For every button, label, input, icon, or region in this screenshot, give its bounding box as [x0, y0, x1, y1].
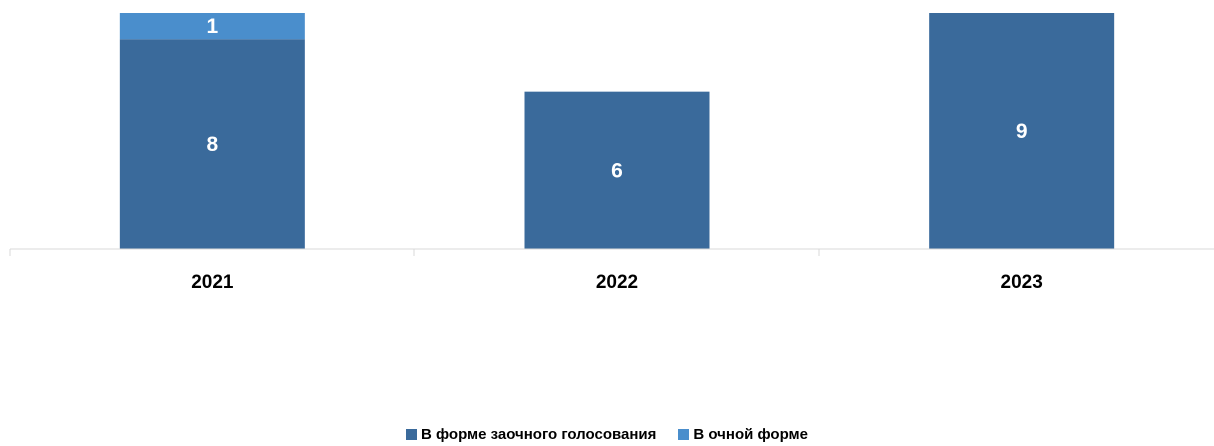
legend-item-ochnaya: В очной форме	[678, 426, 808, 443]
data-label-2021-series-1: 1	[206, 15, 218, 38]
legend-item-zaochnaya: В форме заочного голосования	[405, 426, 657, 443]
x-tick-label-2021: 2021	[191, 272, 234, 293]
data-label-2023-series-0: 9	[1016, 120, 1028, 143]
legend-swatch-zaochnaya	[405, 429, 417, 440]
legend: В форме заочного голосования В очной фор…	[0, 426, 1214, 443]
x-tick-labels: 2021 2022 2023	[191, 272, 1043, 293]
legend-label-ochnaya: В очной форме	[693, 426, 808, 443]
stacked-bar-chart: 8 1 6 9 2021 2022 2023	[9, 13, 1214, 293]
bars-layer: 8 1 6 9	[119, 13, 1115, 250]
legend-label-zaochnaya: В форме заочного голосования	[420, 426, 657, 443]
x-tick-label-2023: 2023	[1001, 272, 1043, 293]
data-label-2022-series-0: 6	[611, 159, 623, 182]
bar-2021-series-1	[119, 13, 305, 40]
data-label-2021-series-0: 8	[206, 133, 218, 156]
x-tick-label-2022: 2022	[596, 272, 638, 293]
bar-2021-series-0	[119, 39, 305, 249]
bar-2022-series-0	[524, 91, 710, 250]
legend-swatch-ochnaya	[678, 429, 690, 440]
bar-2023-series-0	[929, 13, 1115, 249]
